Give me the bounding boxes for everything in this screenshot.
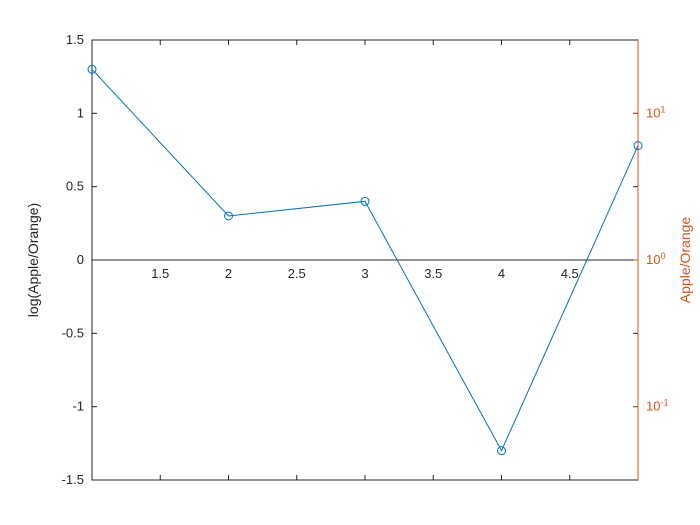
y-left-tick-label: 0.5 (66, 179, 84, 194)
y-left-tick-label: -1 (72, 399, 84, 414)
x-tick-label: 4 (498, 266, 505, 281)
y-left-axis-label: log(Apple/Orange) (25, 203, 41, 317)
y-left-tick-label: 1 (77, 105, 84, 120)
chart-container: -1.5-1-0.500.511.510-11001011.522.533.54… (0, 0, 700, 525)
x-tick-label: 2 (225, 266, 232, 281)
x-tick-label: 4.5 (561, 266, 579, 281)
x-tick-label: 1.5 (151, 266, 169, 281)
y-left-tick-label: 1.5 (66, 32, 84, 47)
y-right-axis-label: Apple/Orange (677, 217, 693, 304)
x-tick-label: 3 (361, 266, 368, 281)
chart-background (0, 0, 700, 525)
x-tick-label: 3.5 (424, 266, 442, 281)
y-left-tick-label: 0 (77, 252, 84, 267)
y-left-tick-label: -0.5 (62, 325, 84, 340)
line-chart: -1.5-1-0.500.511.510-11001011.522.533.54… (0, 0, 700, 525)
x-tick-label: 2.5 (288, 266, 306, 281)
y-left-tick-label: -1.5 (62, 472, 84, 487)
